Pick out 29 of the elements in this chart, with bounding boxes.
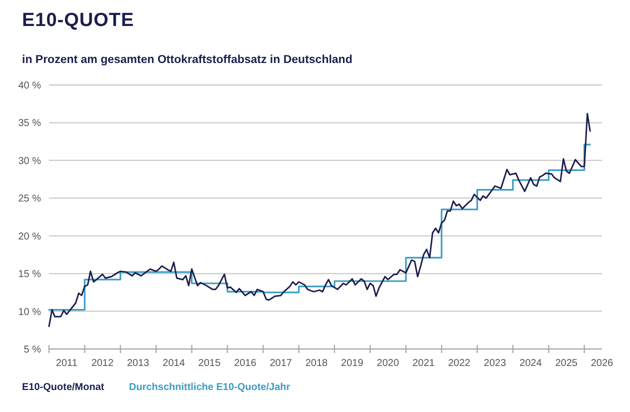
- x-tick-label: 2024: [520, 358, 542, 369]
- x-tick-label: 2025: [555, 358, 578, 369]
- x-tick-label: 2016: [234, 358, 257, 369]
- y-tick-label: 15 %: [18, 269, 42, 280]
- x-tick-label: 2022: [448, 358, 471, 369]
- text: E10-Quote/Monat: [22, 382, 105, 393]
- x-tick-label: 2012: [91, 358, 114, 369]
- x-tick-label: 2014: [162, 358, 186, 369]
- x-tick-label: 2015: [198, 358, 221, 369]
- y-tick-label: 40 %: [18, 80, 42, 92]
- y-tick-label: 5 %: [24, 344, 42, 356]
- line-series: [48, 112, 591, 328]
- y-tick-label: 20 %: [18, 231, 42, 242]
- x-tick-label: 2011: [56, 358, 78, 369]
- chart-subtitle: in Prozent am gesamten Ottokraftstoffabsatz in Deutschland: [22, 54, 352, 66]
- y-tick-label: 10 %: [18, 306, 42, 318]
- text: Durchschnittliche E10-Quote/Jahr: [129, 382, 290, 393]
- chart-title: E10-QUOTE: [22, 10, 134, 31]
- x-tick-label: 2026: [590, 358, 614, 369]
- x-tick-label: 2020: [376, 358, 400, 369]
- x-tick-label: 2013: [126, 358, 150, 369]
- x-tick-label: 2017: [270, 358, 292, 369]
- x-tick-label: 2021: [412, 358, 436, 369]
- y-tick-label: 35 %: [18, 118, 42, 130]
- x-tick-label: 2018: [305, 358, 328, 369]
- y-tick-label: 25 %: [18, 194, 42, 205]
- x-tick-label: 2023: [484, 358, 506, 369]
- y-tick-label: 30 %: [18, 156, 42, 167]
- x-tick-label: 2019: [341, 358, 364, 369]
